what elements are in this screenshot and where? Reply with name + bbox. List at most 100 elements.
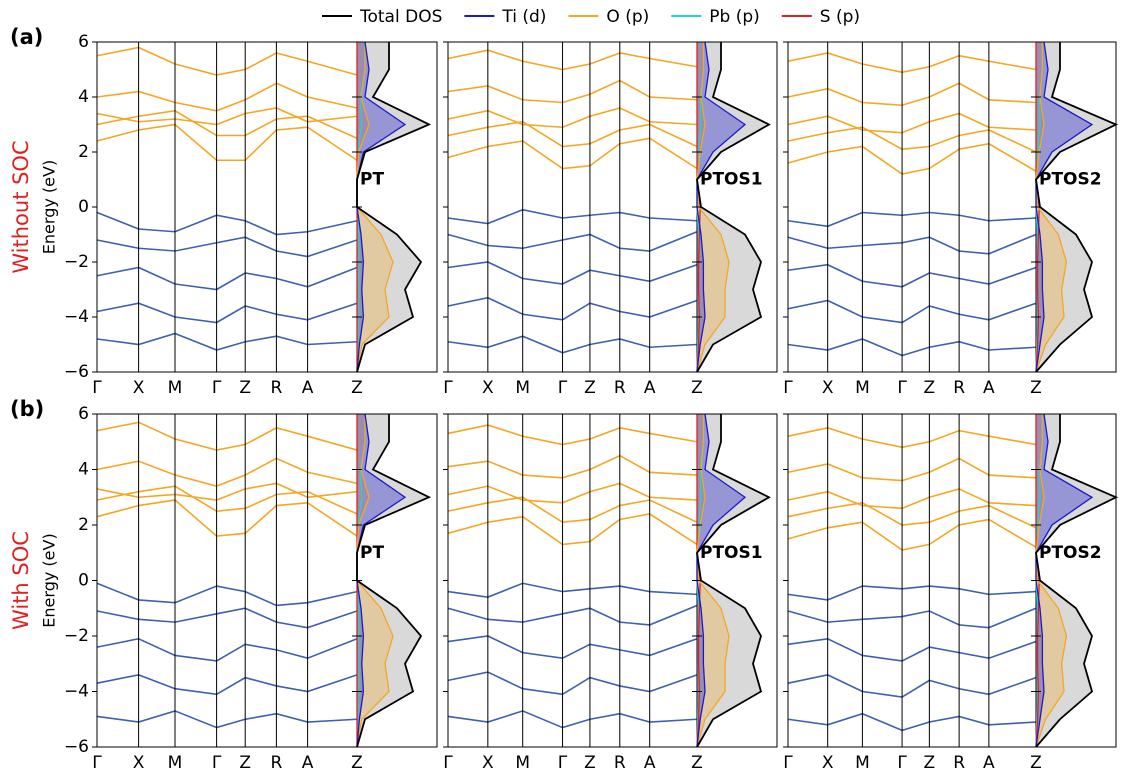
band-line <box>96 582 358 607</box>
band-line <box>447 671 698 696</box>
band-line <box>96 482 358 501</box>
band-line <box>787 585 1037 601</box>
dos-fill <box>357 42 429 372</box>
band-line <box>96 674 358 696</box>
k-label: M <box>855 378 870 398</box>
band-line <box>787 427 1037 449</box>
k-label: X <box>482 378 494 398</box>
k-label: Z <box>239 378 251 398</box>
band-line <box>787 674 1037 698</box>
k-label: M <box>168 378 183 398</box>
panel-name: PT <box>360 543 384 563</box>
k-label: A <box>302 753 314 773</box>
band-line <box>447 635 698 660</box>
row-label: (b) <box>10 397 44 421</box>
band-line <box>447 137 698 170</box>
band-line <box>96 457 358 487</box>
band-line <box>787 233 1037 255</box>
band-line <box>447 208 698 225</box>
k-label: M <box>168 753 183 773</box>
y-tick-label: 4 <box>78 460 89 480</box>
k-label: Z <box>239 753 251 773</box>
band-line <box>447 710 698 729</box>
band-line <box>787 712 1037 732</box>
band-line <box>447 79 698 104</box>
band-line <box>787 211 1037 228</box>
band-line <box>787 338 1037 357</box>
band-line <box>787 112 1037 134</box>
band-line <box>787 299 1037 324</box>
y-tick-label: 0 <box>78 571 89 591</box>
k-label: R <box>953 378 965 398</box>
panel-name: PTOS2 <box>1039 543 1102 563</box>
band-line <box>96 607 358 629</box>
band-line <box>447 296 698 321</box>
k-label: Z <box>351 753 363 773</box>
band-line <box>96 211 358 236</box>
k-label: Z <box>924 378 936 398</box>
k-label: Z <box>691 753 703 773</box>
dos-fill <box>357 414 429 747</box>
band-line <box>787 457 1037 482</box>
band-line <box>96 82 358 112</box>
band-line <box>96 236 358 258</box>
k-label: X <box>482 753 494 773</box>
k-label: Γ <box>92 753 102 773</box>
dos-fill <box>1036 414 1116 747</box>
k-label: Γ <box>897 753 907 773</box>
y-tick-label: −6 <box>64 737 89 757</box>
k-label: A <box>983 753 995 773</box>
k-label: M <box>515 753 530 773</box>
y-axis-label: Energy (eV) <box>40 160 59 254</box>
k-label: Z <box>1030 378 1042 398</box>
y-tick-label: 2 <box>78 142 89 162</box>
band-line <box>96 332 358 351</box>
k-label: R <box>953 753 965 773</box>
band-line <box>96 109 358 139</box>
y-tick-label: 2 <box>78 515 89 535</box>
y-tick-label: 6 <box>78 404 89 424</box>
k-label: A <box>302 378 314 398</box>
band-line <box>787 637 1037 662</box>
band-line <box>447 424 698 446</box>
legend-label: Pb (p) <box>709 7 760 27</box>
band-line <box>787 82 1037 107</box>
y-tick-label: −2 <box>64 626 89 646</box>
y-tick-label: −4 <box>64 307 89 327</box>
k-label: X <box>133 378 145 398</box>
k-label: M <box>855 753 870 773</box>
legend-label: O (p) <box>606 7 649 27</box>
row-title: Without SOC <box>9 140 33 273</box>
band-line <box>96 302 358 324</box>
k-label: R <box>614 753 626 773</box>
band-line <box>447 604 698 626</box>
dos-fill <box>697 414 769 747</box>
band-line <box>96 123 358 162</box>
band-line <box>787 518 1037 551</box>
band-line <box>96 421 358 451</box>
band-line <box>96 485 358 515</box>
k-label: Γ <box>443 378 453 398</box>
k-label: R <box>270 378 282 398</box>
k-label: X <box>133 753 145 773</box>
k-label: Z <box>584 753 596 773</box>
dos-fill <box>1036 42 1092 372</box>
band-line <box>787 142 1037 175</box>
k-label: Z <box>924 753 936 773</box>
k-label: Z <box>584 378 596 398</box>
y-tick-label: −6 <box>64 362 89 382</box>
k-label: Γ <box>783 378 793 398</box>
band-line <box>447 513 698 546</box>
k-label: Z <box>351 378 363 398</box>
band-line <box>96 266 358 291</box>
band-line <box>787 52 1037 74</box>
k-label: Γ <box>443 753 453 773</box>
dos-fill <box>1036 42 1116 372</box>
k-label: A <box>644 753 656 773</box>
legend-label: Ti (d) <box>501 7 546 27</box>
dos-fill <box>357 414 393 747</box>
band-line <box>447 49 698 71</box>
band-line <box>96 710 358 729</box>
band-line <box>447 261 698 285</box>
k-label: Γ <box>212 753 222 773</box>
